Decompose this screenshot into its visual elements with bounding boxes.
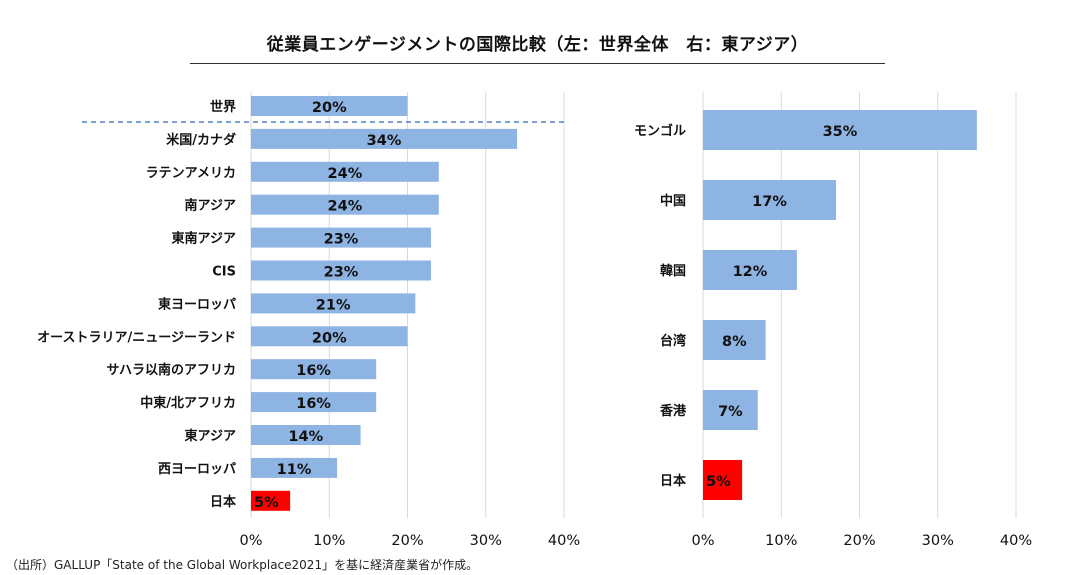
x-tick-label: 10% — [313, 533, 345, 549]
category-label: 中国 — [660, 193, 686, 209]
bar — [703, 390, 758, 430]
bar — [703, 180, 837, 220]
data-label: 5% — [706, 474, 731, 490]
category-label: 韓国 — [660, 263, 686, 279]
data-label: 24% — [328, 166, 363, 182]
category-label: サハラ以南のアフリカ — [107, 362, 236, 378]
data-label: 34% — [367, 133, 402, 149]
bar — [251, 96, 408, 116]
x-tick-label: 20% — [391, 533, 423, 549]
category-label: 中東/北アフリカ — [140, 395, 236, 411]
category-label: ラテンアメリカ — [146, 166, 236, 181]
bar — [251, 359, 377, 380]
x-tick-label: 10% — [765, 533, 797, 549]
category-label: 東アジア — [185, 428, 236, 444]
category-label: 香港 — [659, 403, 687, 419]
data-label: 20% — [312, 100, 347, 116]
bar-highlight — [251, 490, 291, 511]
chart-title: 従業員エンゲージメントの国際比較（左：世界全体 右：東アジア） — [266, 35, 809, 55]
category-label: 東ヨーロッパ — [158, 296, 236, 312]
x-tick-label: 30% — [470, 533, 502, 549]
data-label: 23% — [324, 265, 359, 281]
category-label: 日本 — [660, 473, 686, 489]
category-label: 世界 — [210, 99, 236, 115]
x-tick-label: 20% — [843, 533, 875, 549]
title-underline — [190, 63, 885, 64]
bar — [251, 326, 408, 347]
category-label: CIS — [212, 265, 236, 280]
bar-highlight — [703, 460, 743, 500]
bar — [703, 250, 797, 290]
right-bar-chart-east-asia: 0% 10% 20% 30% 40% モンゴル 35% 中国 17% 韓国 12% 台湾 8% 香港 7% 日… — [634, 92, 1032, 549]
x-tick-label: 40% — [1000, 533, 1032, 549]
bar — [703, 320, 766, 360]
x-tick-label: 0% — [239, 533, 262, 549]
category-label: 日本 — [210, 494, 236, 510]
bar — [251, 457, 338, 478]
category-label: 米国/カナダ — [166, 132, 236, 148]
bar — [251, 194, 439, 215]
category-label: 南アジア — [185, 198, 236, 214]
x-tick-label: 30% — [922, 533, 954, 549]
data-label: 20% — [312, 330, 347, 346]
bar — [251, 392, 377, 413]
data-label: 5% — [254, 495, 279, 511]
data-label: 35% — [823, 124, 858, 140]
bar — [251, 161, 439, 182]
source-note: （出所）GALLUP「State of the Global Workplace… — [6, 558, 479, 572]
data-label: 21% — [316, 297, 351, 313]
data-label: 7% — [718, 404, 743, 420]
data-label: 16% — [296, 396, 331, 412]
category-label: モンゴル — [634, 123, 686, 139]
data-label: 17% — [752, 194, 787, 210]
bar — [703, 110, 977, 150]
data-label: 16% — [296, 363, 331, 379]
data-label: 8% — [722, 334, 747, 350]
data-label: 11% — [277, 462, 312, 478]
bar — [251, 227, 431, 248]
x-tick-label: 0% — [691, 533, 714, 549]
data-label: 12% — [733, 264, 768, 280]
bar — [251, 260, 431, 281]
data-label: 23% — [324, 232, 359, 248]
category-label: 東南アジア — [172, 231, 236, 247]
bar — [251, 128, 518, 149]
category-label: 西ヨーロッパ — [158, 462, 236, 477]
bar — [251, 293, 416, 314]
left-bar-chart-world: 0% 10% 20% 30% 40% 世界 20% 米国/カナダ 34% ラテンアメリカ 24% 南ア… — [37, 92, 580, 549]
x-tick-label: 40% — [548, 533, 580, 549]
data-label: 24% — [328, 199, 363, 215]
category-label: 台湾 — [660, 333, 686, 349]
bar — [251, 425, 361, 445]
data-label: 14% — [288, 429, 323, 445]
category-label: オーストラリア/ニュージーランド — [37, 330, 236, 345]
